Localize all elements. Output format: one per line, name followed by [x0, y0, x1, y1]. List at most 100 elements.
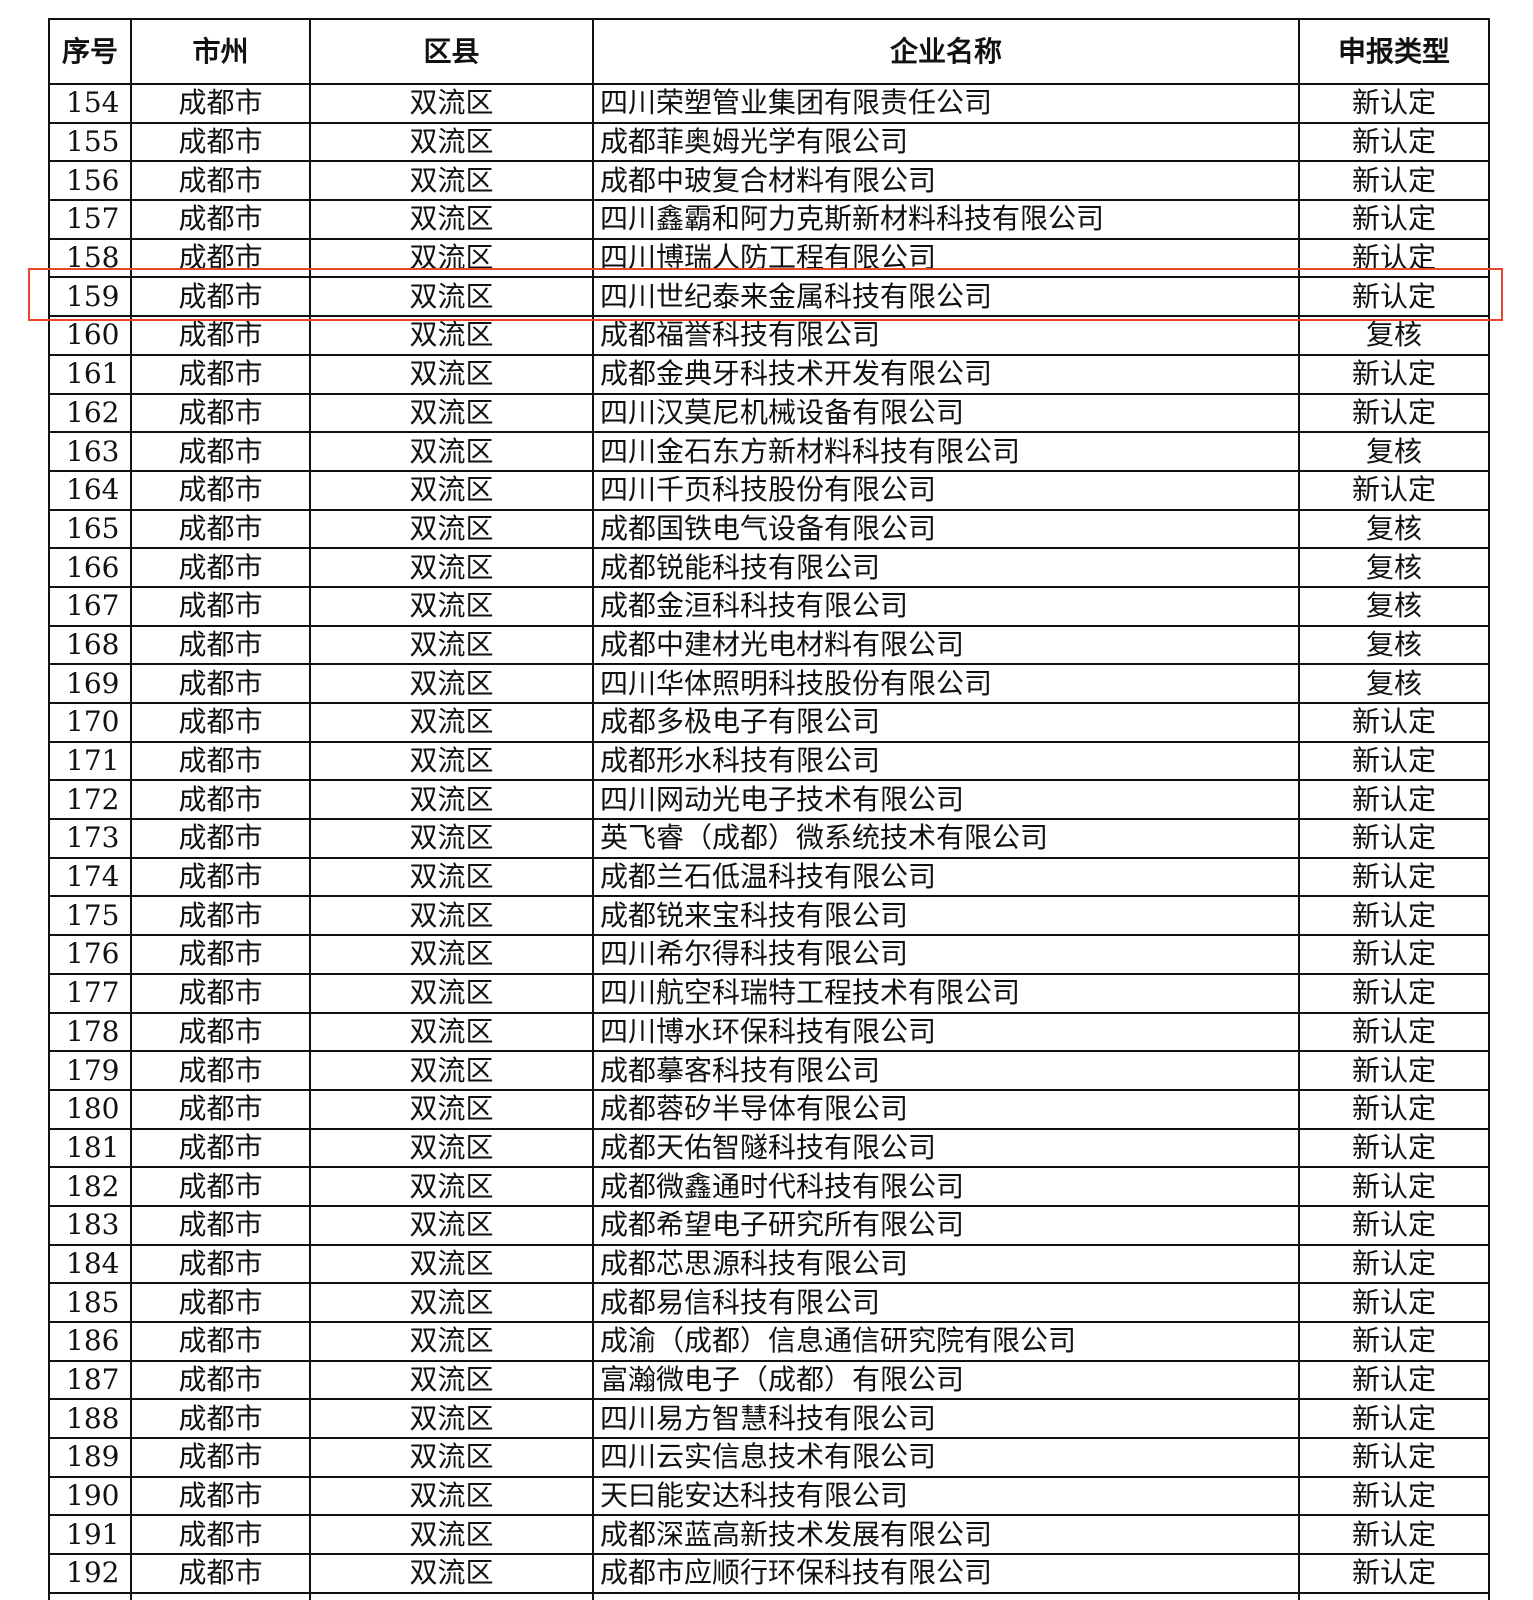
table-row: 182 成都市 双流区 成都微鑫通时代科技有限公司 新认定	[48, 1166, 1490, 1207]
company-name: 四川金石东方新材料科技有限公司	[592, 431, 1300, 472]
district: 双流区	[309, 1050, 594, 1091]
row-number: 156	[48, 160, 132, 202]
row-number: 158	[48, 237, 132, 279]
company-name: 成都深蓝高新技术发展有限公司	[592, 1514, 1300, 1556]
row-number: 165	[48, 508, 132, 550]
table-row: 178 成都市 双流区 四川博水环保科技有限公司 新认定	[48, 1011, 1490, 1053]
row-number: 190	[48, 1475, 132, 1517]
city: 成都市	[130, 1475, 311, 1517]
application-type: 新认定	[1298, 1204, 1490, 1246]
city: 成都市	[130, 1166, 311, 1207]
row-number: 160	[48, 315, 132, 356]
district: 双流区	[309, 1011, 594, 1053]
district: 双流区	[309, 315, 594, 356]
application-type: 新认定	[1298, 121, 1490, 163]
company-name: 四川博瑞人防工程有限公司	[592, 237, 1300, 279]
district: 双流区	[309, 972, 594, 1014]
company-name: 成都易信科技有限公司	[592, 1282, 1300, 1323]
row-number: 159	[48, 276, 132, 318]
city: 成都市	[130, 160, 311, 202]
city: 成都市	[130, 818, 311, 859]
application-type: 新认定	[1298, 856, 1490, 898]
company-table: 序号 市州 区县 企业名称 申报类型 154 成都市 双流区 四川荣塑管业集团有限责任公司 新认…	[48, 18, 1490, 1600]
application-type: 新认定	[1298, 276, 1490, 318]
row-number: 182	[48, 1166, 132, 1207]
district: 双流区	[309, 431, 594, 472]
city: 成都市	[130, 1282, 311, 1323]
application-type: 新认定	[1298, 160, 1490, 202]
row-number: 178	[48, 1011, 132, 1053]
district: 双流区	[309, 1437, 594, 1478]
city: 成都市	[130, 1088, 311, 1130]
row-number: 163	[48, 431, 132, 472]
company-name: 成都市应顺行环保科技有限公司	[592, 1553, 1300, 1594]
empty-cell	[592, 1591, 1300, 1600]
company-name: 四川希尔得科技有限公司	[592, 934, 1300, 975]
row-number: 154	[48, 83, 132, 124]
district: 双流区	[309, 160, 594, 202]
application-type: 复核	[1298, 547, 1490, 588]
table-row: 181 成都市 双流区 成都天佑智隧科技有限公司 新认定	[48, 1127, 1490, 1169]
table-row: 177 成都市 双流区 四川航空科瑞特工程技术有限公司 新认定	[48, 972, 1490, 1014]
table-row: 179 成都市 双流区 成都摹客科技有限公司 新认定	[48, 1050, 1490, 1091]
district: 双流区	[309, 121, 594, 163]
company-name: 成都金洹科科技有限公司	[592, 585, 1300, 627]
city: 成都市	[130, 1243, 311, 1285]
table-row: 187 成都市 双流区 富瀚微电子（成都）有限公司 新认定	[48, 1359, 1490, 1401]
company-name: 成都金典牙科技术开发有限公司	[592, 353, 1300, 395]
city: 成都市	[130, 895, 311, 937]
table-row: 163 成都市 双流区 四川金石东方新材料科技有限公司 复核	[48, 431, 1490, 472]
city: 成都市	[130, 702, 311, 743]
company-name: 四川世纪泰来金属科技有限公司	[592, 276, 1300, 318]
application-type: 新认定	[1298, 199, 1490, 240]
company-name: 四川云实信息技术有限公司	[592, 1437, 1300, 1478]
city: 成都市	[130, 934, 311, 975]
application-type: 新认定	[1298, 779, 1490, 821]
application-type: 新认定	[1298, 1088, 1490, 1130]
table-row: 186 成都市 双流区 成渝（成都）信息通信研究院有限公司 新认定	[48, 1321, 1490, 1362]
row-number: 181	[48, 1127, 132, 1169]
application-type: 新认定	[1298, 1127, 1490, 1169]
application-type: 新认定	[1298, 702, 1490, 743]
header-cell: 企业名称	[592, 18, 1300, 85]
city: 成都市	[130, 972, 311, 1014]
row-number: 186	[48, 1321, 132, 1362]
application-type: 新认定	[1298, 1011, 1490, 1053]
row-number: 185	[48, 1282, 132, 1323]
application-type: 复核	[1298, 315, 1490, 356]
city: 成都市	[130, 1050, 311, 1091]
table-row: 165 成都市 双流区 成都国铁电气设备有限公司 复核	[48, 508, 1490, 550]
city: 成都市	[130, 237, 311, 279]
application-type: 复核	[1298, 624, 1490, 666]
company-name: 四川华体照明科技股份有限公司	[592, 663, 1300, 704]
company-name: 成渝（成都）信息通信研究院有限公司	[592, 1321, 1300, 1362]
row-number: 161	[48, 353, 132, 395]
company-name: 富瀚微电子（成都）有限公司	[592, 1359, 1300, 1401]
company-name: 四川航空科瑞特工程技术有限公司	[592, 972, 1300, 1014]
company-name: 成都微鑫通时代科技有限公司	[592, 1166, 1300, 1207]
empty-cell	[48, 1591, 132, 1600]
city: 成都市	[130, 83, 311, 124]
company-name: 成都菲奥姆光学有限公司	[592, 121, 1300, 163]
row-number: 184	[48, 1243, 132, 1285]
application-type: 新认定	[1298, 818, 1490, 859]
company-name: 四川荣塑管业集团有限责任公司	[592, 83, 1300, 124]
table-row: 175 成都市 双流区 成都锐来宝科技有限公司 新认定	[48, 895, 1490, 937]
application-type: 新认定	[1298, 1514, 1490, 1556]
application-type: 新认定	[1298, 1166, 1490, 1207]
city: 成都市	[130, 624, 311, 666]
city: 成都市	[130, 1204, 311, 1246]
district: 双流区	[309, 1398, 594, 1440]
city: 成都市	[130, 121, 311, 163]
application-type: 新认定	[1298, 1050, 1490, 1091]
district: 双流区	[309, 276, 594, 318]
table-row: 164 成都市 双流区 四川千页科技股份有限公司 新认定	[48, 469, 1490, 511]
application-type: 新认定	[1298, 469, 1490, 511]
district: 双流区	[309, 740, 594, 782]
company-name: 四川网动光电子技术有限公司	[592, 779, 1300, 821]
table-row: 171 成都市 双流区 成都形水科技有限公司 新认定	[48, 740, 1490, 782]
row-number: 162	[48, 392, 132, 434]
table-row: 160 成都市 双流区 成都福誉科技有限公司 复核	[48, 315, 1490, 356]
district: 双流区	[309, 508, 594, 550]
row-number: 171	[48, 740, 132, 782]
